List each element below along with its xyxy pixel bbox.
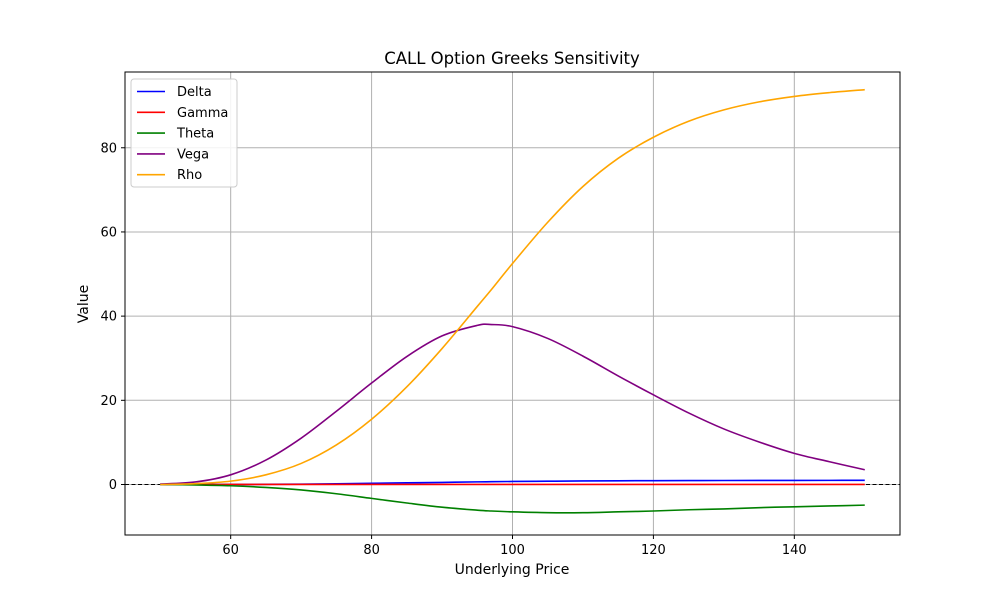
x-tick-label: 80 (363, 543, 380, 558)
y-tick-label: 60 (100, 225, 117, 240)
y-tick-label: 0 (109, 478, 117, 493)
grid-lines (125, 72, 900, 535)
x-axis-ticks: 60 80 100 120 140 (222, 535, 806, 558)
y-axis-ticks: 0 20 40 60 80 (100, 141, 125, 493)
legend-label-theta: Theta (176, 127, 214, 142)
x-tick-label: 100 (500, 543, 525, 558)
legend-label-rho: Rho (177, 168, 202, 183)
y-tick-label: 20 (100, 394, 117, 409)
legend-label-delta: Delta (177, 85, 212, 100)
x-tick-label: 60 (222, 543, 239, 558)
chart-title: CALL Option Greeks Sensitivity (384, 49, 640, 68)
y-tick-label: 40 (100, 310, 117, 325)
y-tick-label: 80 (100, 141, 117, 156)
y-axis-title: Value (76, 285, 92, 323)
legend: Delta Gamma Theta Vega Rho (131, 79, 237, 187)
x-axis-title: Underlying Price (455, 562, 570, 578)
x-tick-label: 120 (641, 543, 666, 558)
x-tick-label: 140 (782, 543, 807, 558)
legend-label-vega: Vega (177, 147, 209, 162)
legend-label-gamma: Gamma (177, 106, 228, 121)
